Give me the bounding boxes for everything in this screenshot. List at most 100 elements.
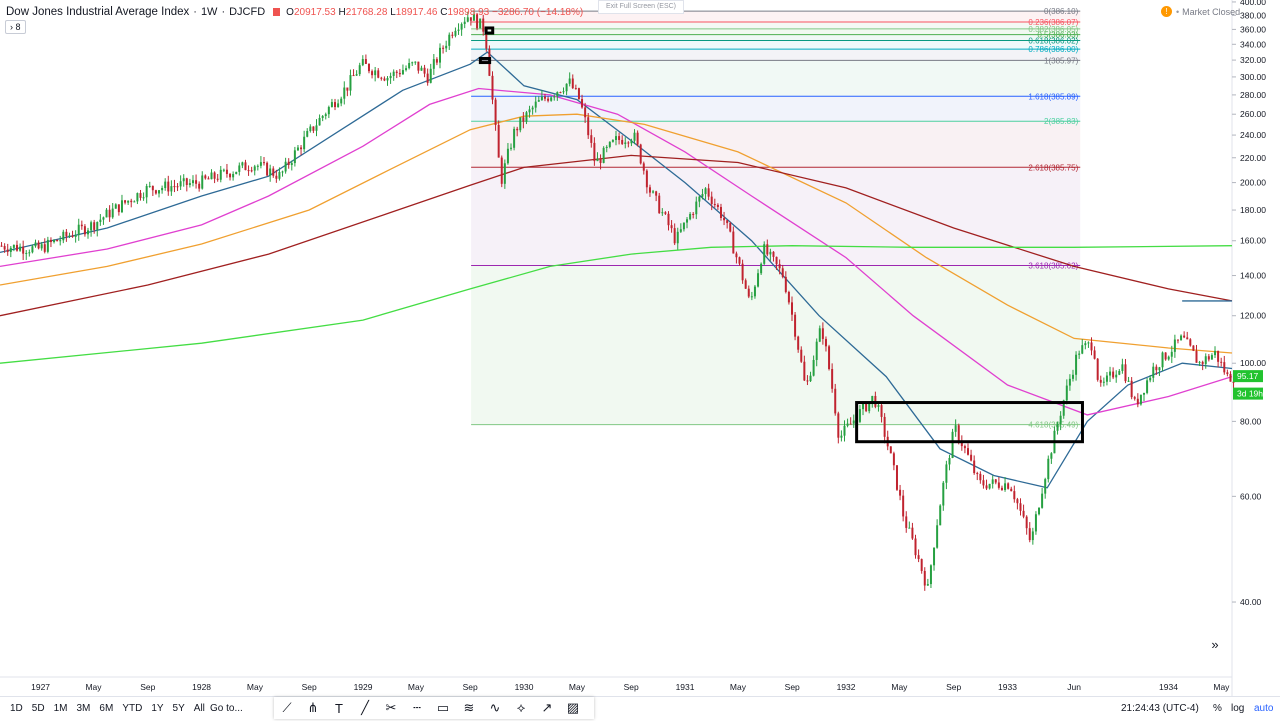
range-1y[interactable]: 1Y — [151, 703, 164, 714]
candle-body — [661, 212, 664, 214]
candle-body — [679, 229, 682, 232]
candle-body — [463, 21, 466, 24]
candle-body — [951, 431, 954, 458]
candle-body — [618, 136, 621, 140]
market-status-dot: • — [1176, 6, 1180, 17]
candle-body — [1195, 350, 1198, 363]
separator: · — [193, 6, 197, 18]
candle-body — [12, 244, 15, 248]
curve-icon[interactable]: ↗ — [541, 700, 553, 715]
candle-body — [1232, 381, 1235, 383]
rectangle-icon[interactable]: ▭ — [436, 700, 450, 715]
symbol-title[interactable]: Dow Jones Industrial Average Index — [6, 6, 190, 18]
candle-body — [1204, 356, 1207, 364]
interval-label[interactable]: 1W — [200, 6, 218, 18]
range-ytd[interactable]: YTD — [122, 703, 143, 714]
sine-icon[interactable]: ∿ — [489, 700, 501, 715]
candle-body — [469, 17, 472, 21]
clock[interactable]: 21:24:43 (UTC-4) — [1121, 703, 1199, 714]
auto-scale-toggle[interactable]: auto — [1254, 703, 1274, 714]
candle-body — [9, 247, 12, 252]
candle-body — [636, 132, 639, 145]
candle-body — [670, 225, 673, 229]
candle-body — [818, 328, 821, 342]
candle-body — [985, 485, 988, 489]
candle-body — [411, 62, 414, 64]
horizontal-line-icon[interactable]: ┄ — [413, 700, 421, 715]
range-5d[interactable]: 5D — [31, 703, 45, 714]
trend-line-icon[interactable]: ⟋ — [282, 700, 292, 715]
chevron-right-icon: › — [10, 22, 13, 32]
exit-fullscreen-button[interactable]: Exit Full Screen (ESC) — [598, 0, 684, 14]
text-icon[interactable]: T — [335, 700, 343, 716]
candle-body — [19, 246, 22, 251]
candle-body — [917, 555, 920, 560]
candle-body — [247, 170, 250, 172]
brush-icon[interactable]: ✂ — [385, 700, 397, 715]
price-axis-label: 220.00 — [1240, 153, 1266, 163]
candle-body — [65, 231, 68, 237]
range-6m[interactable]: 6M — [99, 703, 114, 714]
candle-body — [80, 224, 83, 227]
fib-zone — [471, 167, 1081, 266]
candle-body — [1078, 353, 1081, 355]
candle-body — [1056, 423, 1059, 431]
pitchfork-icon[interactable]: ⋔ — [307, 700, 319, 715]
range-1d[interactable]: 1D — [10, 703, 23, 714]
range-5y[interactable]: 5Y — [172, 703, 185, 714]
candle-body — [1210, 355, 1213, 360]
range-1m[interactable]: 1M — [53, 703, 68, 714]
candle-body — [0, 245, 3, 247]
double-chevron-right-icon[interactable]: » — [1211, 637, 1219, 652]
time-axis-label: Sep — [463, 682, 478, 692]
fib-zone — [471, 96, 1081, 122]
candle-body — [117, 204, 120, 213]
candle-body — [750, 296, 753, 298]
candle-body — [997, 482, 1000, 488]
goto-button[interactable]: Go to... — [210, 703, 243, 714]
gann-icon[interactable]: ▨ — [566, 700, 580, 715]
candle-body — [309, 126, 312, 131]
indicators-toggle[interactable]: › 8 — [5, 20, 26, 34]
candle-body — [605, 146, 608, 148]
candle-body — [766, 244, 769, 255]
candle-body — [263, 162, 265, 164]
candle-body — [99, 219, 102, 222]
candle-body — [849, 423, 852, 425]
annotation-rectangle — [855, 401, 1084, 444]
candle-body — [556, 92, 559, 97]
range-all[interactable]: All — [193, 703, 205, 714]
candle-body — [269, 168, 272, 176]
candle-body — [482, 18, 485, 32]
time-axis-label: May — [247, 682, 264, 692]
candle-body — [460, 23, 463, 30]
fan-icon[interactable]: ⟡ — [516, 700, 526, 715]
candle-body — [923, 570, 926, 586]
candle-body — [562, 91, 565, 93]
fib-level-label: 0.382(386.05) — [1028, 25, 1078, 34]
candle-body — [287, 161, 290, 166]
percent-scale-toggle[interactable]: % — [1213, 703, 1222, 714]
candle-body — [911, 527, 914, 539]
candle-body — [1028, 528, 1031, 541]
candle-body — [719, 207, 722, 218]
candle-body — [726, 220, 729, 224]
candle-body — [883, 416, 886, 437]
parallel-channel-icon[interactable]: ≋ — [463, 700, 475, 715]
candle-body — [988, 483, 991, 489]
candle-body — [241, 162, 244, 166]
candle-body — [1105, 375, 1108, 382]
candle-body — [723, 217, 726, 221]
ray-icon[interactable]: ╱ — [361, 700, 369, 715]
market-status[interactable]: ! • Market Closed — [1161, 6, 1240, 17]
candle-body — [547, 98, 550, 101]
price-label-background — [1233, 387, 1263, 400]
log-scale-toggle[interactable]: log — [1231, 703, 1245, 714]
flag-icon[interactable] — [273, 8, 281, 16]
candle-body — [877, 405, 880, 407]
range-3m[interactable]: 3M — [76, 703, 91, 714]
candle-body — [960, 441, 963, 447]
candle-body — [111, 208, 114, 218]
candle-body — [349, 75, 352, 91]
